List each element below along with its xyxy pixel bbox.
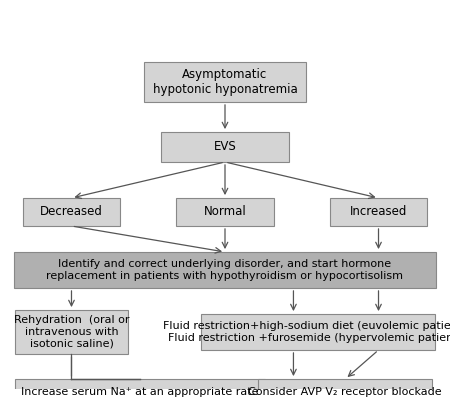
Text: Normal: Normal <box>203 206 247 218</box>
Text: www.medscape.com: www.medscape.com <box>165 5 285 17</box>
Bar <box>162 132 288 162</box>
Text: Increased: Increased <box>350 206 407 218</box>
Text: Rehydration  (oral or
intravenous with
isotonic saline): Rehydration (oral or intravenous with is… <box>14 316 129 349</box>
Bar <box>258 379 432 405</box>
Bar <box>14 252 436 288</box>
Text: Identify and correct underlying disorder, and start hormone
replacement in patie: Identify and correct underlying disorder… <box>46 259 404 281</box>
Text: Asymptomatic
hypotonic hyponatremia: Asymptomatic hypotonic hyponatremia <box>153 68 297 96</box>
Bar <box>329 198 428 226</box>
Text: Source: Nat Clin Pract Oncol © 2007 Nature Publishing Group: Source: Nat Clin Pract Oncol © 2007 Natu… <box>86 399 365 408</box>
Text: EVS: EVS <box>214 140 236 154</box>
Bar <box>22 198 121 226</box>
Text: Decreased: Decreased <box>40 206 103 218</box>
Text: Medscape®: Medscape® <box>18 5 96 17</box>
Bar <box>176 198 274 226</box>
Text: Consider AVP V₂ receptor blockade: Consider AVP V₂ receptor blockade <box>248 387 442 397</box>
Bar <box>201 314 435 350</box>
Bar <box>15 310 128 354</box>
Text: Increase serum Na⁺ at an appropriate rate: Increase serum Na⁺ at an appropriate rat… <box>21 387 259 397</box>
Bar <box>15 379 265 405</box>
Text: Fluid restriction+high-sodium diet (euvolemic patients)
Fluid restriction +furos: Fluid restriction+high-sodium diet (euvo… <box>163 321 450 343</box>
Bar <box>144 62 306 102</box>
